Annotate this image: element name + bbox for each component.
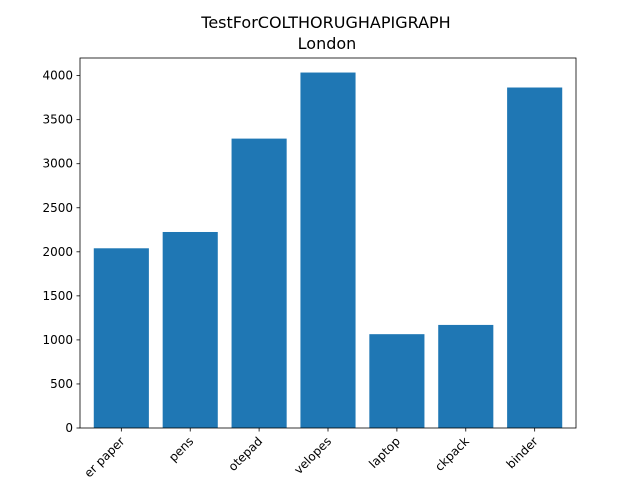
x-tick-label: otepad: [226, 434, 266, 474]
y-tick-label: 1500: [42, 289, 73, 303]
bar: [438, 324, 494, 428]
y-tick-label: 3500: [42, 113, 73, 127]
bar: [93, 248, 149, 428]
y-tick-label: 3000: [42, 157, 73, 171]
x-tick-label: er paper: [81, 434, 127, 480]
bar: [507, 87, 563, 428]
y-tick-label: 2000: [42, 245, 73, 259]
bar: [231, 138, 287, 428]
chart-subtitle: London: [298, 34, 357, 53]
bar: [369, 334, 425, 428]
plot-area: 0 500 1000 1500 2000 2500 3000 3500 4000 er paper…: [42, 57, 577, 480]
x-tick-label: binder: [504, 434, 541, 471]
y-tick-label: 500: [50, 377, 73, 391]
x-tick-label: ckpack: [432, 434, 472, 474]
x-tick-label: laptop: [366, 434, 403, 471]
bar: [300, 72, 356, 429]
y-tick-label: 2500: [42, 201, 73, 215]
y-tick-label: 0: [65, 421, 73, 435]
bar: [162, 231, 218, 428]
x-tick-label: pens: [166, 434, 196, 464]
y-tick-label: 4000: [42, 69, 73, 83]
chart-title: TestForCOLTHORUGHAPIGRAPH: [200, 13, 450, 32]
x-tick-label: velopes: [291, 434, 334, 477]
y-tick-label: 1000: [42, 333, 73, 347]
